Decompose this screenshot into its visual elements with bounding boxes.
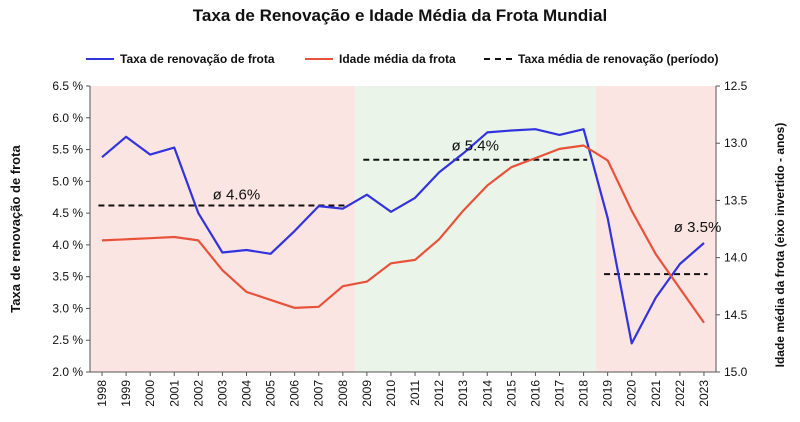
average-label-2: ø 3.5%: [674, 219, 722, 236]
right-tick-label: 12.5: [724, 79, 748, 93]
axes: [86, 85, 720, 376]
legend-item-fleet-age: Idade média da frota: [305, 52, 456, 66]
average-label-0: ø 4.6%: [213, 186, 261, 203]
x-tick-label: 2000: [143, 380, 157, 407]
left-tick-label: 3.0 %: [52, 301, 83, 315]
x-tick-label: 2019: [601, 380, 615, 407]
x-tick-label: 2010: [384, 380, 398, 407]
x-tick-label: 2022: [673, 380, 687, 407]
legend-swatch-red-line: [305, 58, 333, 60]
legend-label: Taxa de renovação de frota: [120, 52, 275, 66]
left-axis-title: Taxa de renovação de frota: [8, 145, 23, 313]
x-tick-label: 2016: [528, 380, 542, 407]
x-tick-label: 2020: [625, 380, 639, 407]
left-tick-label: 4.5 %: [52, 206, 83, 220]
legend-swatch-dashed-line: [484, 58, 512, 60]
legend-label: Idade média da frota: [339, 52, 456, 66]
x-tick-label: 2001: [167, 380, 181, 407]
right-tick-label: 14.0: [724, 251, 748, 265]
background-band-0: [90, 86, 355, 372]
right-tick-label: 15.0: [724, 365, 748, 379]
chart-title: Taxa de Renovação e Idade Média da Frota…: [192, 6, 608, 25]
x-tick-label: 1998: [95, 380, 109, 407]
x-tick-label: 2006: [288, 380, 302, 407]
average-label-1: ø 5.4%: [451, 138, 499, 155]
tick-labels: 6.5 % 6.0 % 5.5 % 5.0 % 4.5 % 4.0 % 3.5 % 3.0 %…: [8, 79, 787, 407]
left-tick-label: 2.0 %: [52, 365, 83, 379]
series-lines: [101, 128, 705, 345]
legend: Taxa de renovação de frota Idade média d…: [0, 52, 800, 70]
left-tick-label: 6.5 %: [52, 79, 83, 93]
x-tick-label: 1999: [119, 380, 133, 407]
legend-item-renewal-rate: Taxa de renovação de frota: [86, 52, 275, 66]
background-bands: [90, 86, 716, 372]
background-band-2: [595, 86, 716, 372]
right-tick-label: 13.0: [724, 136, 748, 150]
average-lines: [98, 158, 708, 276]
left-tick-label: 4.0 %: [52, 238, 83, 252]
x-tick-label: 2017: [553, 380, 567, 407]
x-tick-label: 2002: [191, 380, 205, 407]
right-tick-label: 14.5: [724, 308, 748, 322]
legend-swatch-blue-line: [86, 58, 114, 60]
left-tick-label: 2.5 %: [52, 333, 83, 347]
x-tick-label: 2007: [312, 380, 326, 407]
x-tick-label: 2018: [577, 380, 591, 407]
background-band-1: [354, 86, 596, 372]
x-tick-label: 2011: [408, 380, 422, 406]
left-tick-label: 5.5 %: [52, 143, 83, 157]
right-axis-title: Idade média da frota (eixo invertido - a…: [773, 123, 787, 368]
x-tick-label: 2003: [215, 380, 229, 407]
legend-item-average: Taxa média de renovação (período): [484, 52, 719, 66]
left-tick-label: 3.5 %: [52, 270, 83, 284]
x-tick-label: 2014: [480, 380, 494, 407]
x-tick-label: 2021: [649, 380, 663, 407]
legend-label: Taxa média de renovação (período): [518, 52, 719, 66]
x-tick-label: 2008: [336, 380, 350, 407]
x-tick-label: 2015: [504, 380, 518, 407]
x-tick-label: 2013: [456, 380, 470, 407]
x-tick-label: 2009: [360, 380, 374, 407]
left-tick-label: 5.0 %: [52, 174, 83, 188]
x-tick-label: 2023: [697, 380, 711, 407]
x-tick-label: 2005: [264, 380, 278, 407]
series-line-renewal-rate: [101, 128, 705, 345]
right-tick-label: 13.5: [724, 193, 748, 207]
series-line-fleet-age: [101, 144, 705, 324]
x-tick-label: 2004: [240, 380, 254, 407]
left-tick-label: 6.0 %: [52, 111, 83, 125]
x-tick-label: 2012: [432, 380, 446, 407]
